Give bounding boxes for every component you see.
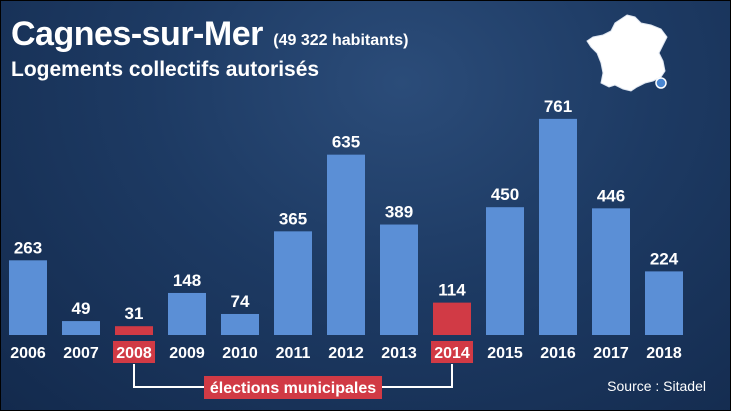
bar-2008	[115, 326, 153, 335]
bar-2014	[433, 302, 471, 335]
x-tick-label: 2009	[169, 345, 205, 362]
x-tick-label: 2011	[276, 345, 311, 362]
bar-2011	[274, 231, 312, 335]
x-tick-label: 2006	[10, 345, 46, 362]
source-note: Source : Sitadel	[607, 378, 706, 394]
x-tick-label: 2008	[116, 345, 152, 362]
bar-2015	[486, 207, 524, 335]
bar-value-label: 365	[279, 209, 307, 228]
bar-value-label: 635	[332, 133, 360, 152]
x-tick-label: 2012	[328, 345, 364, 362]
city-location-icon	[655, 77, 667, 89]
bar-2010	[221, 313, 259, 335]
election-label-bg	[204, 376, 382, 399]
tick-highlight	[431, 341, 473, 363]
bar-2013	[380, 224, 418, 335]
bar-value-label: 263	[14, 238, 42, 257]
chart-subtitle: Logements collectifs autorisés	[11, 58, 320, 81]
bar-value-label: 114	[438, 281, 466, 300]
bar-2017	[592, 208, 630, 335]
x-tick-label: 2014	[434, 345, 470, 362]
france-map-icon	[586, 14, 668, 92]
x-tick-label: 2015	[487, 345, 523, 362]
bar-value-label: 74	[231, 292, 250, 311]
bar-value-label: 761	[544, 97, 572, 116]
bar-2006	[9, 260, 47, 335]
bar-value-label: 446	[597, 186, 625, 205]
bar-value-label: 224	[650, 249, 679, 268]
bar-value-label: 148	[173, 271, 201, 290]
bar-value-label: 49	[72, 299, 91, 318]
bar-2009	[168, 292, 206, 335]
bar-value-label: 450	[491, 185, 519, 204]
tick-highlight	[113, 341, 155, 363]
population-note: (49 322 habitants)	[273, 32, 409, 49]
bar-2007	[62, 321, 100, 335]
bar-2016	[539, 118, 577, 335]
x-tick-label: 2017	[593, 345, 629, 362]
bar-2018	[645, 271, 683, 335]
x-tick-label: 2013	[381, 345, 417, 362]
election-label: élections municipales	[210, 380, 376, 397]
x-tick-label: 2010	[222, 345, 258, 362]
bar-2012	[327, 154, 365, 335]
x-tick-label: 2016	[540, 345, 576, 362]
x-tick-label: 2007	[63, 345, 99, 362]
page-title: Cagnes-sur-Mer	[11, 15, 263, 53]
x-tick-label: 2018	[646, 345, 682, 362]
bar-value-label: 31	[125, 304, 144, 323]
header: Cagnes-sur-Mer (49 322 habitants) Logeme…	[11, 15, 408, 82]
bar-value-label: 389	[385, 203, 413, 222]
france-map-shape	[586, 14, 668, 92]
